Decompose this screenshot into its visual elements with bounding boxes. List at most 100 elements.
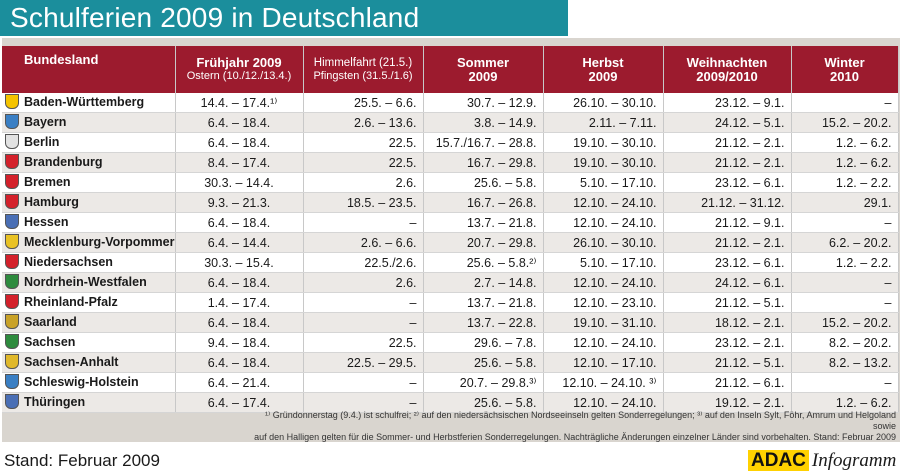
title-bar: Schulferien 2009 in Deutschland [0, 0, 568, 36]
table-row: Thüringen 6.4. – 17.4. –25.6. – 5.8. 12.10.… [2, 392, 899, 413]
table-row: Berlin 6.4. – 18.4. 22.5. 15.7./16.7. – 28.… [2, 132, 899, 153]
cell-sommer: 29.6. – 7.8. [423, 332, 544, 353]
cell-bundesland: Mecklenburg-Vorpommern [2, 232, 176, 253]
cell-herbst: 12.10. – 24.10. [543, 272, 664, 293]
cell-herbst: 26.10. – 30.10. [543, 93, 664, 113]
state-name: Hamburg [24, 194, 79, 209]
cell-winter: 8.2. – 20.2. [791, 332, 899, 353]
cell-winter: 1.2. – 2.2. [791, 172, 899, 193]
cell-pfingsten: 22.5. [303, 152, 424, 173]
table-row: Niedersachsen 30.3. – 15.4. 22.5./2.6. 25.6… [2, 252, 899, 273]
cell-weihnachten: 23.12. – 6.1. [663, 172, 792, 193]
cell-herbst: 12.10. – 23.10. [543, 292, 664, 313]
coat-of-arms-icon [5, 154, 19, 170]
cell-herbst: 2.11. – 7.11. [543, 112, 664, 133]
cell-bundesland: Berlin [2, 132, 176, 153]
cell-fruehjahr: 6.4. – 18.4. [175, 352, 304, 373]
cell-bundesland: Hamburg [2, 192, 176, 213]
coat-of-arms-icon [5, 194, 19, 210]
state-name: Sachsen [24, 334, 76, 349]
cell-weihnachten: 24.12. – 5.1. [663, 112, 792, 133]
header-bundesland: Bundesland [2, 46, 176, 93]
coat-of-arms-icon [5, 254, 19, 270]
cell-bundesland: Bremen [2, 172, 176, 193]
header-winter: Winter 2010 [791, 46, 899, 93]
cell-weihnachten: 21.12. – 2.1. [663, 232, 792, 253]
stand-date: Stand: Februar 2009 [4, 451, 160, 470]
cell-pfingsten: – [303, 312, 424, 333]
table-row: Mecklenburg-Vorpommern 6.4. – 14.4. 2.6. –… [2, 232, 899, 253]
coat-of-arms-icon [5, 334, 19, 350]
cell-fruehjahr: 6.4. – 18.4. [175, 272, 304, 293]
coat-of-arms-icon [5, 94, 19, 110]
cell-sommer: 25.6. – 5.8. [423, 352, 544, 373]
cell-winter: 15.2. – 20.2. [791, 112, 899, 133]
coat-of-arms-icon [5, 394, 19, 410]
footnote: ¹⁾ Gründonnerstag (9.4.) ist schulfrei; … [250, 410, 896, 443]
cell-herbst: 12.10. – 24.10. [543, 332, 664, 353]
cell-sommer: 15.7./16.7. – 28.8. [423, 132, 544, 153]
cell-fruehjahr: 6.4. – 18.4. [175, 212, 304, 233]
cell-pfingsten: – [303, 292, 424, 313]
cell-weihnachten: 21.12. – 2.1. [663, 132, 792, 153]
cell-bundesland: Brandenburg [2, 152, 176, 173]
cell-pfingsten: 22.5. – 29.5. [303, 352, 424, 373]
coat-of-arms-icon [5, 234, 19, 250]
cell-sommer: 25.6. – 5.8.²⁾ [423, 252, 544, 273]
cell-herbst: 12.10. – 24.10. ³⁾ [543, 372, 664, 393]
cell-bundesland: Thüringen [2, 392, 176, 413]
cell-herbst: 12.10. – 24.10. [543, 192, 664, 213]
cell-pfingsten: 25.5. – 6.6. [303, 93, 424, 113]
coat-of-arms-icon [5, 374, 19, 390]
cell-pfingsten: 2.6. – 6.6. [303, 232, 424, 253]
footnote-line-1: ¹⁾ Gründonnerstag (9.4.) ist schulfrei; … [265, 410, 896, 431]
table-row: Bayern 6.4. – 18.4. 2.6. – 13.6. 3.8. – 14.… [2, 112, 899, 133]
state-name: Rheinland-Pfalz [24, 294, 118, 309]
cell-sommer: 30.7. – 12.9. [423, 93, 544, 113]
cell-fruehjahr: 9.4. – 18.4. [175, 332, 304, 353]
table-row: Brandenburg 8.4. – 17.4. 22.5. 16.7. – 29.8… [2, 152, 899, 173]
cell-fruehjahr: 6.4. – 14.4. [175, 232, 304, 253]
cell-winter: 29.1. [791, 192, 899, 213]
cell-weihnachten: 23.12. – 6.1. [663, 252, 792, 273]
coat-of-arms-icon [5, 314, 19, 330]
cell-herbst: 12.10. – 24.10. [543, 392, 664, 413]
cell-bundesland: Nordrhein-Westfalen [2, 272, 176, 293]
cell-winter: – [791, 272, 899, 293]
cell-herbst: 26.10. – 30.10. [543, 232, 664, 253]
cell-fruehjahr: 8.4. – 17.4. [175, 152, 304, 173]
cell-weihnachten: 21.12. – 5.1. [663, 292, 792, 313]
header-weihnachten: Weihnachten 2009/2010 [663, 46, 792, 93]
cell-weihnachten: 18.12. – 2.1. [663, 312, 792, 333]
state-name: Baden-Württemberg [24, 94, 145, 109]
state-name: Brandenburg [24, 154, 103, 169]
cell-bundesland: Sachsen [2, 332, 176, 353]
state-name: Thüringen [24, 394, 86, 409]
cell-weihnachten: 21.12. – 5.1. [663, 352, 792, 373]
cell-herbst: 5.10. – 17.10. [543, 252, 664, 273]
cell-weihnachten: 23.12. – 2.1. [663, 332, 792, 353]
coat-of-arms-icon [5, 134, 19, 150]
cell-fruehjahr: 6.4. – 18.4. [175, 112, 304, 133]
table-row: Schleswig-Holstein 6.4. – 21.4. –20.7. – 2… [2, 372, 899, 393]
cell-winter: 1.2. – 2.2. [791, 252, 899, 273]
cell-herbst: 12.10. – 24.10. [543, 212, 664, 233]
table-row: Sachsen 9.4. – 18.4. 22.5. 29.6. – 7.8. 12.1… [2, 332, 899, 353]
cell-fruehjahr: 6.4. – 18.4. [175, 132, 304, 153]
state-name: Niedersachsen [24, 254, 113, 269]
state-name: Mecklenburg-Vorpommern [24, 234, 175, 249]
table-row: Nordrhein-Westfalen 6.4. – 18.4. 2.6. 2.7. … [2, 272, 899, 293]
cell-fruehjahr: 14.4. – 17.4.¹⁾ [175, 93, 304, 113]
page-title: Schulferien 2009 in Deutschland [10, 2, 420, 33]
cell-bundesland: Schleswig-Holstein [2, 372, 176, 393]
cell-sommer: 2.7. – 14.8. [423, 272, 544, 293]
table-row: Baden-Württemberg 14.4. – 17.4.¹⁾ 25.5. – … [2, 93, 899, 113]
cell-sommer: 3.8. – 14.9. [423, 112, 544, 133]
cell-herbst: 19.10. – 30.10. [543, 132, 664, 153]
cell-winter: 1.2. – 6.2. [791, 132, 899, 153]
cell-sommer: 16.7. – 29.8. [423, 152, 544, 173]
cell-fruehjahr: 6.4. – 18.4. [175, 312, 304, 333]
cell-pfingsten: 18.5. – 23.5. [303, 192, 424, 213]
state-name: Sachsen-Anhalt [24, 354, 119, 369]
cell-herbst: 5.10. – 17.10. [543, 172, 664, 193]
